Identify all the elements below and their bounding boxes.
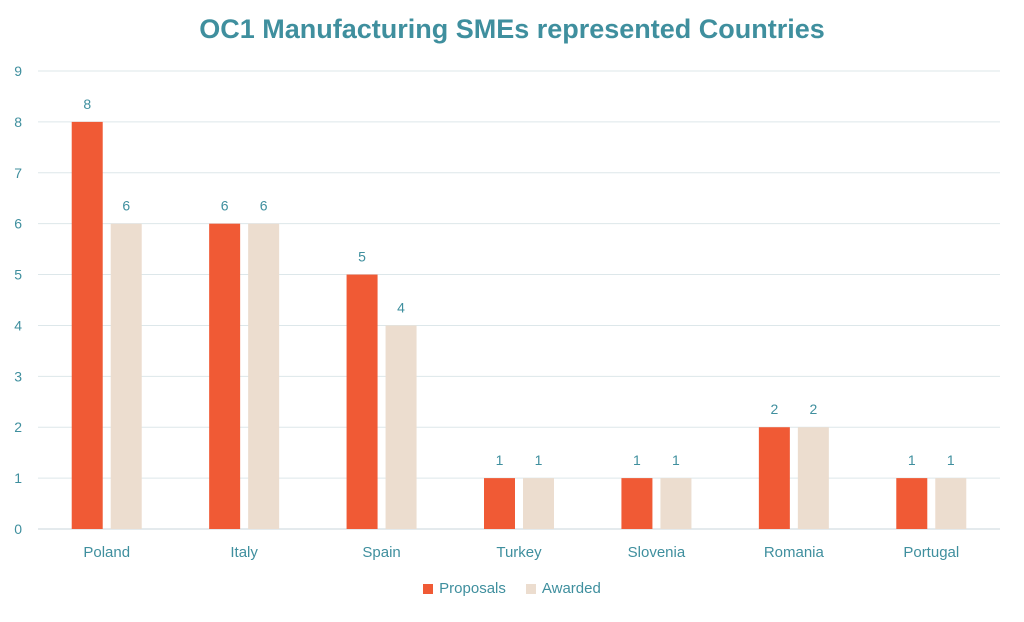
legend-label-awarded: Awarded bbox=[541, 580, 601, 597]
bar-proposals-italy bbox=[209, 223, 241, 529]
bar-proposals-spain bbox=[346, 274, 378, 529]
y-tick-label: 9 bbox=[14, 63, 22, 79]
y-tick-label: 1 bbox=[14, 470, 22, 486]
bar-awarded-turkey bbox=[523, 478, 554, 529]
data-label: 1 bbox=[908, 452, 916, 468]
y-tick-label: 4 bbox=[14, 317, 22, 333]
x-tick-label: Poland bbox=[83, 544, 130, 561]
data-label: 1 bbox=[947, 452, 955, 468]
bar-awarded-spain bbox=[385, 325, 417, 529]
bar-proposals-turkey bbox=[484, 478, 515, 529]
bar-awarded-italy bbox=[248, 223, 280, 529]
bar-awarded-poland bbox=[110, 223, 142, 529]
x-tick-label: Turkey bbox=[496, 544, 542, 561]
x-tick-label: Italy bbox=[230, 544, 258, 561]
data-label: 6 bbox=[260, 198, 268, 214]
data-label: 1 bbox=[535, 452, 543, 468]
x-tick-label: Romania bbox=[764, 544, 825, 561]
data-label: 6 bbox=[122, 198, 130, 214]
data-label: 1 bbox=[496, 452, 504, 468]
y-tick-label: 0 bbox=[14, 521, 22, 537]
data-label: 1 bbox=[633, 452, 641, 468]
data-label: 8 bbox=[83, 96, 91, 112]
data-label: 2 bbox=[770, 401, 778, 417]
legend-swatch-proposals bbox=[423, 583, 434, 594]
y-tick-label: 3 bbox=[14, 368, 22, 384]
bar-awarded-slovenia bbox=[660, 478, 692, 529]
y-tick-label: 6 bbox=[14, 216, 22, 232]
bar-awarded-romania bbox=[797, 427, 829, 529]
y-tick-label: 8 bbox=[14, 114, 22, 130]
data-label: 2 bbox=[809, 401, 817, 417]
bar-awarded-portugal bbox=[935, 478, 967, 529]
x-tick-label: Slovenia bbox=[628, 544, 686, 561]
x-tick-label: Spain bbox=[362, 544, 400, 561]
y-tick-label: 7 bbox=[14, 165, 22, 181]
bar-proposals-poland bbox=[71, 121, 103, 529]
data-label: 6 bbox=[221, 198, 229, 214]
data-label: 5 bbox=[358, 249, 366, 265]
legend-item-awarded: Awarded bbox=[525, 580, 601, 597]
x-tick-label: Portugal bbox=[903, 544, 959, 561]
bar-proposals-slovenia bbox=[621, 478, 653, 529]
y-tick-label: 2 bbox=[14, 419, 22, 435]
legend-label-proposals: Proposals bbox=[439, 580, 506, 597]
legend: Proposals Awarded bbox=[0, 580, 1024, 597]
bar-proposals-portugal bbox=[896, 478, 928, 529]
legend-swatch-awarded bbox=[525, 583, 536, 594]
y-tick-label: 5 bbox=[14, 267, 22, 283]
data-label: 1 bbox=[672, 452, 680, 468]
bar-proposals-romania bbox=[758, 427, 790, 529]
chart-title: OC1 Manufacturing SMEs represented Count… bbox=[199, 14, 825, 44]
legend-item-proposals: Proposals bbox=[423, 580, 506, 597]
data-label: 4 bbox=[397, 299, 405, 315]
